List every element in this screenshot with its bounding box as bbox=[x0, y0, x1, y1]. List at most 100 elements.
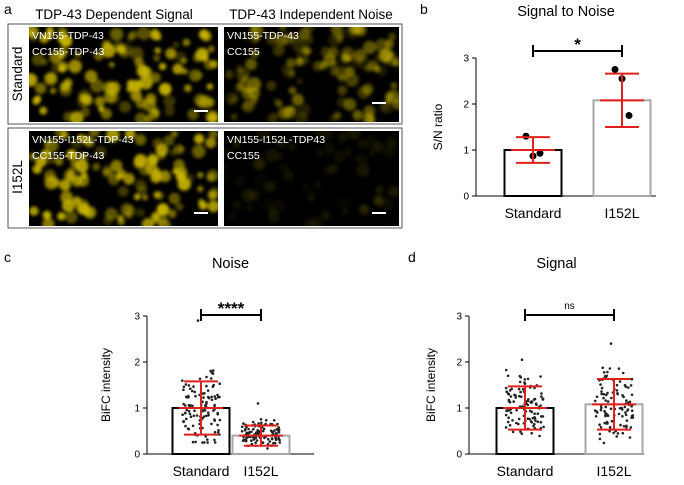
data-point bbox=[189, 415, 193, 419]
cell-nucleus bbox=[205, 97, 215, 107]
image-label-line2: CC155-TDP-43 bbox=[32, 150, 105, 162]
data-point bbox=[598, 437, 602, 441]
data-point bbox=[604, 399, 607, 402]
cell-nucleus bbox=[383, 146, 395, 158]
cell-nucleus bbox=[88, 131, 100, 138]
cell-nucleus bbox=[249, 27, 264, 37]
data-point bbox=[627, 386, 630, 389]
cell-nucleus bbox=[224, 162, 230, 172]
row-label-standard: Standard bbox=[10, 47, 25, 102]
data-point bbox=[538, 434, 541, 438]
data-point bbox=[508, 423, 512, 427]
data-point bbox=[192, 414, 196, 418]
y-tick-label: 2 bbox=[456, 358, 462, 369]
data-point bbox=[204, 404, 207, 407]
data-point bbox=[539, 421, 543, 424]
data-point bbox=[621, 408, 624, 411]
data-point bbox=[629, 384, 633, 387]
cell-nucleus bbox=[311, 216, 325, 226]
cell-nucleus bbox=[93, 50, 104, 61]
cell-nucleus bbox=[133, 193, 141, 201]
data-point bbox=[270, 437, 274, 440]
data-point bbox=[203, 392, 206, 395]
cell-nucleus bbox=[57, 33, 67, 44]
panel-label-d: d bbox=[408, 249, 416, 265]
cell-nucleus bbox=[285, 58, 296, 69]
cell-nucleus bbox=[164, 106, 175, 117]
cell-nucleus bbox=[155, 143, 169, 157]
data-point bbox=[594, 415, 598, 418]
cell-nucleus bbox=[54, 131, 67, 138]
cell-nucleus bbox=[287, 141, 297, 152]
data-point bbox=[216, 423, 219, 427]
cell-nucleus bbox=[232, 200, 242, 210]
cell-nucleus bbox=[57, 212, 66, 221]
cell-nucleus bbox=[59, 179, 71, 191]
image-label-line1: VN155-TDP-43 bbox=[32, 30, 104, 42]
data-point bbox=[616, 392, 619, 396]
cell-nucleus bbox=[163, 95, 176, 108]
cell-nucleus bbox=[340, 46, 355, 61]
cell-nucleus bbox=[323, 143, 335, 155]
data-point bbox=[255, 439, 259, 442]
data-point bbox=[602, 371, 606, 374]
cell-nucleus bbox=[209, 59, 218, 69]
cell-nucleus bbox=[29, 152, 37, 161]
data-point bbox=[517, 422, 520, 426]
cell-nucleus bbox=[39, 33, 49, 44]
cell-nucleus bbox=[163, 135, 175, 146]
cell-nucleus bbox=[155, 213, 167, 226]
data-point bbox=[526, 403, 530, 407]
x-tick-label: Standard bbox=[505, 205, 562, 221]
data-point bbox=[506, 420, 510, 424]
data-point bbox=[600, 406, 603, 410]
data-point bbox=[606, 370, 609, 374]
data-point bbox=[504, 426, 508, 429]
data-point bbox=[615, 383, 619, 387]
cell-nucleus bbox=[275, 152, 284, 162]
cell-nucleus bbox=[135, 179, 147, 191]
data-point bbox=[184, 412, 187, 415]
data-point bbox=[605, 422, 608, 425]
data-point bbox=[209, 377, 213, 380]
cell-nucleus bbox=[77, 133, 85, 142]
chart-title: Signal to Noise bbox=[517, 4, 615, 20]
cell-nucleus bbox=[246, 204, 254, 212]
data-point bbox=[193, 409, 196, 413]
cell-nucleus bbox=[158, 170, 171, 183]
cell-nucleus bbox=[138, 162, 152, 176]
cell-nucleus bbox=[124, 211, 133, 220]
cell-nucleus bbox=[368, 148, 376, 157]
data-point bbox=[185, 417, 188, 421]
data-point bbox=[242, 438, 245, 442]
cell-nucleus bbox=[130, 46, 144, 61]
cell-nucleus bbox=[266, 32, 279, 46]
cell-nucleus bbox=[108, 61, 115, 68]
y-tick-label: 2 bbox=[463, 100, 469, 111]
cell-nucleus bbox=[117, 186, 129, 197]
data-point bbox=[192, 385, 195, 388]
data-point bbox=[534, 402, 538, 406]
data-point bbox=[611, 66, 619, 73]
data-point bbox=[184, 383, 188, 386]
cell-nucleus bbox=[280, 65, 290, 74]
data-point bbox=[521, 388, 525, 391]
data-point bbox=[542, 425, 545, 429]
data-point bbox=[257, 422, 260, 425]
cell-nucleus bbox=[168, 192, 181, 205]
cell-nucleus bbox=[291, 93, 304, 106]
data-point bbox=[593, 409, 597, 412]
cell-nucleus bbox=[231, 113, 238, 120]
cell-nucleus bbox=[390, 82, 398, 90]
data-point bbox=[262, 427, 266, 431]
cell-nucleus bbox=[362, 112, 375, 122]
cell-nucleus bbox=[29, 27, 39, 38]
cell-nucleus bbox=[141, 218, 155, 226]
cell-nucleus bbox=[65, 211, 78, 224]
data-point bbox=[181, 379, 184, 383]
data-point bbox=[210, 398, 214, 402]
cell-nucleus bbox=[172, 63, 184, 75]
data-point bbox=[505, 390, 509, 394]
y-tick-label: 3 bbox=[463, 54, 469, 65]
